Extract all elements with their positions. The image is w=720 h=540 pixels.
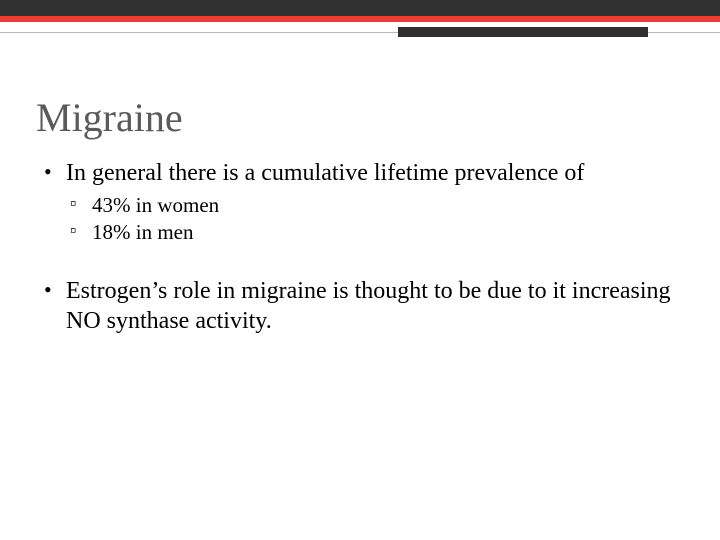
bullet-list: In general there is a cumulative lifetim… (40, 158, 680, 336)
bullet-text: In general there is a cumulative lifetim… (66, 160, 584, 186)
slide-body: In general there is a cumulative lifetim… (40, 158, 680, 366)
header-bar-dark (0, 0, 720, 16)
sub-bullet-text: 18% in men (92, 220, 193, 244)
slide-title: Migraine (36, 94, 183, 141)
bullet-item: In general there is a cumulative lifetim… (40, 158, 680, 246)
bullet-text: Estrogen’s role in migraine is thought t… (66, 278, 671, 334)
sub-bullet-item: 43% in women (66, 192, 680, 219)
sub-bullet-list: 43% in women 18% in men (66, 192, 680, 246)
bullet-item: Estrogen’s role in migraine is thought t… (40, 276, 680, 336)
slide: Migraine In general there is a cumulativ… (0, 0, 720, 540)
sub-bullet-text: 43% in women (92, 193, 219, 217)
sub-bullet-item: 18% in men (66, 219, 680, 246)
header-accent-bar (398, 27, 648, 37)
